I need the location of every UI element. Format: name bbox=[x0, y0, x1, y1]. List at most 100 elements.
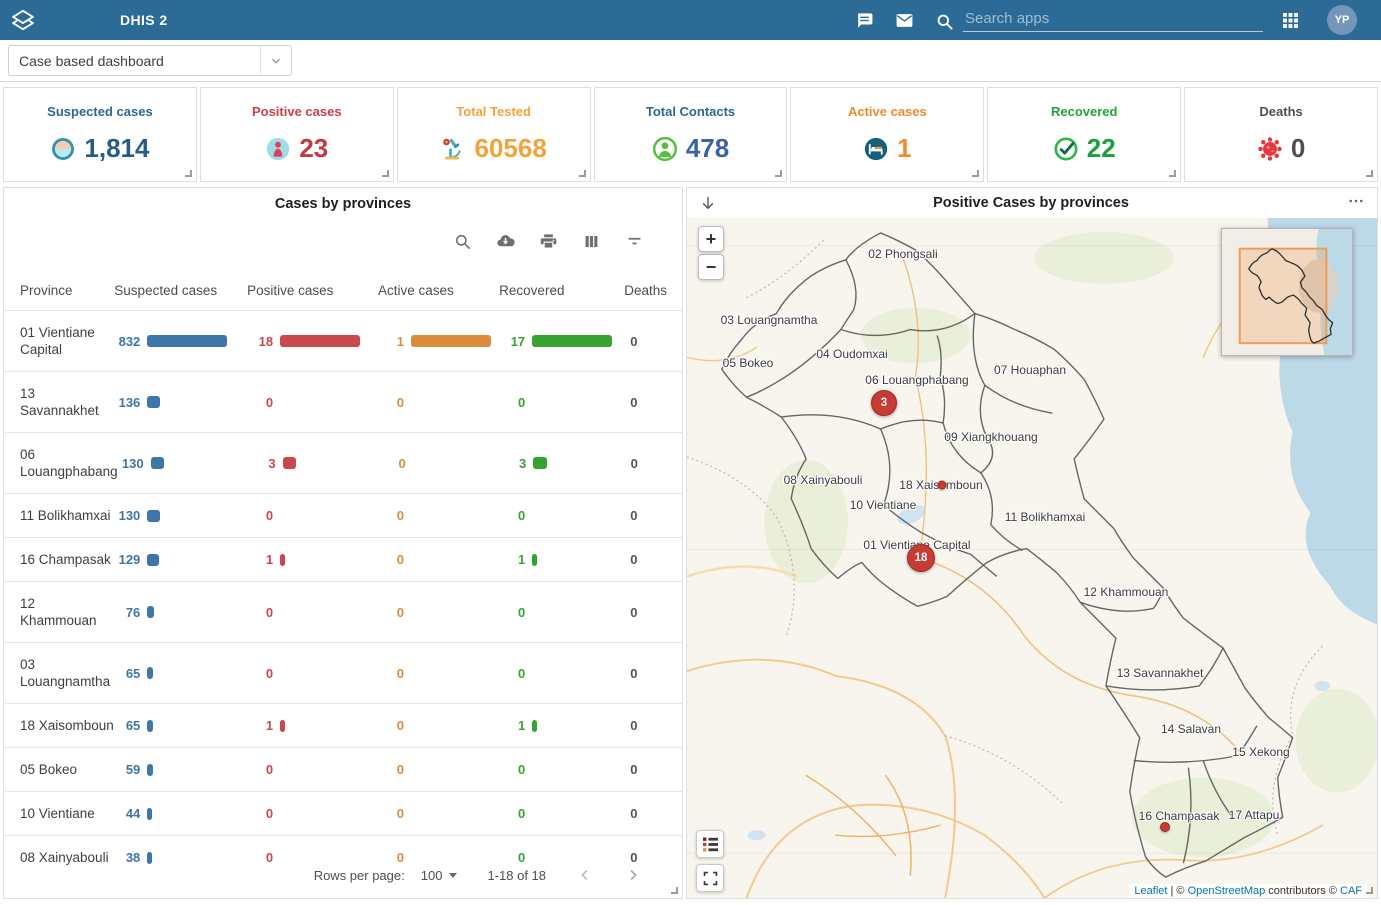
fullscreen-icon bbox=[702, 870, 719, 887]
deaths-cell: 0 bbox=[624, 605, 682, 620]
recovered-cell: 1 bbox=[499, 718, 624, 733]
card-resize-handle[interactable] bbox=[579, 170, 586, 177]
prev-page-button[interactable] bbox=[576, 866, 594, 884]
minimap-inset[interactable] bbox=[1221, 228, 1353, 356]
cell-value: 0 bbox=[378, 508, 404, 523]
card-resize-handle[interactable] bbox=[775, 170, 782, 177]
table-row[interactable]: 01 Vientiane Capital832181170 bbox=[4, 310, 682, 371]
panel-resize-handle[interactable] bbox=[1366, 887, 1373, 894]
column-header-active-cases[interactable]: Active cases bbox=[378, 283, 499, 298]
column-header-suspected-cases[interactable]: Suspected cases bbox=[114, 283, 247, 298]
carto-link[interactable]: CAF bbox=[1340, 885, 1362, 897]
positive-cell: 3 bbox=[250, 456, 380, 471]
active-cell: 0 bbox=[378, 395, 499, 410]
download-icon[interactable] bbox=[496, 232, 515, 251]
cell-value: 0 bbox=[499, 806, 525, 821]
leaflet-link[interactable]: Leaflet bbox=[1134, 885, 1167, 897]
search-apps-input[interactable] bbox=[963, 8, 1263, 32]
table-row[interactable]: 18 Xaisomboun651010 bbox=[4, 703, 682, 747]
kpi-card-total-contacts: Total Contacts478 bbox=[594, 87, 788, 182]
zoom-out-button[interactable]: − bbox=[698, 254, 724, 280]
case-bubble-marker[interactable]: 18 bbox=[907, 544, 935, 572]
microscope-icon bbox=[440, 136, 466, 162]
card-resize-handle[interactable] bbox=[185, 170, 192, 177]
dhis2-logo[interactable] bbox=[0, 0, 46, 40]
user-avatar[interactable]: YP bbox=[1327, 5, 1357, 35]
table-row[interactable]: 11 Bolikhamxai1300000 bbox=[4, 493, 682, 537]
province-label: 03 Louangnamtha bbox=[721, 313, 818, 327]
table-row[interactable]: 16 Champasak1291010 bbox=[4, 537, 682, 581]
suspected-cell: 129 bbox=[114, 552, 247, 567]
rows-per-page-select[interactable]: 100 bbox=[421, 868, 458, 883]
cell-value: 1 bbox=[499, 718, 525, 733]
value-bar bbox=[147, 764, 153, 776]
mail-icon[interactable] bbox=[893, 9, 915, 31]
case-dot-marker[interactable] bbox=[1160, 822, 1170, 832]
map-panel-header: Positive Cases by provinces bbox=[687, 188, 1377, 218]
active-cell: 0 bbox=[380, 456, 501, 471]
cell-value: 0 bbox=[247, 666, 273, 681]
kpi-card-active-cases: Active cases1 bbox=[790, 87, 984, 182]
kpi-value-row: 478 bbox=[652, 133, 729, 164]
card-resize-handle[interactable] bbox=[1366, 170, 1373, 177]
dashboard-selector-value: Case based dashboard bbox=[9, 53, 164, 69]
search-icon[interactable] bbox=[933, 10, 955, 32]
card-resize-handle[interactable] bbox=[972, 170, 979, 177]
hospital-bed-icon bbox=[863, 136, 889, 162]
map-panel-title: Positive Cases by provinces bbox=[717, 195, 1345, 211]
recovered-cell: 0 bbox=[499, 806, 624, 821]
active-cell: 0 bbox=[378, 605, 499, 620]
arrow-down-icon[interactable] bbox=[699, 194, 717, 212]
cell-value: 0 bbox=[624, 718, 638, 733]
case-bubble-marker[interactable]: 3 bbox=[871, 390, 897, 416]
print-icon[interactable] bbox=[539, 232, 558, 251]
legend-icon bbox=[702, 836, 719, 853]
column-header-province[interactable]: Province bbox=[4, 283, 114, 298]
recovered-cell: 17 bbox=[499, 334, 624, 349]
column-header-recovered[interactable]: Recovered bbox=[499, 283, 624, 298]
kpi-value: 0 bbox=[1291, 133, 1305, 164]
column-header-deaths[interactable]: Deaths bbox=[624, 283, 682, 298]
cell-value: 0 bbox=[380, 456, 406, 471]
value-bar bbox=[533, 457, 547, 469]
more-options-icon[interactable] bbox=[1345, 192, 1365, 215]
cell-value: 0 bbox=[378, 552, 404, 567]
columns-icon[interactable] bbox=[582, 232, 601, 251]
table-row[interactable]: 10 Vientiane440000 bbox=[4, 791, 682, 835]
kpi-value-row: 0 bbox=[1257, 133, 1305, 164]
table-row[interactable]: 12 Khammouan760000 bbox=[4, 581, 682, 642]
apps-grid-icon[interactable] bbox=[1279, 9, 1301, 31]
table-row[interactable]: 13 Savannakhet1360000 bbox=[4, 371, 682, 432]
table-row[interactable]: 05 Bokeo590000 bbox=[4, 747, 682, 791]
kpi-card-total-tested: Total Tested60568 bbox=[397, 87, 591, 182]
province-label: 02 Phongsali bbox=[868, 247, 937, 261]
cell-value: 0 bbox=[378, 605, 404, 620]
deaths-cell: 0 bbox=[624, 334, 682, 349]
next-page-button[interactable] bbox=[624, 866, 642, 884]
cell-value: 0 bbox=[247, 508, 273, 523]
column-header-positive-cases[interactable]: Positive cases bbox=[247, 283, 378, 298]
leaflet-map[interactable]: + − 02 Phongsali03 Louangnamtha05 Bokeo0… bbox=[687, 218, 1377, 898]
value-bar bbox=[147, 606, 154, 618]
card-resize-handle[interactable] bbox=[1169, 170, 1176, 177]
kpi-value-row: 1,814 bbox=[50, 133, 149, 164]
cell-value: 0 bbox=[499, 395, 525, 410]
fullscreen-button[interactable] bbox=[696, 864, 724, 892]
panel-resize-handle[interactable] bbox=[671, 887, 678, 894]
kpi-value-row: 60568 bbox=[440, 133, 546, 164]
zoom-in-button[interactable]: + bbox=[698, 226, 724, 252]
filter-icon[interactable] bbox=[625, 232, 644, 251]
legend-button[interactable] bbox=[696, 830, 724, 858]
app-title: DHIS 2 bbox=[120, 12, 168, 28]
messages-icon[interactable] bbox=[853, 9, 875, 31]
dashboard-selector[interactable]: Case based dashboard bbox=[8, 45, 292, 76]
table-row[interactable]: 03 Louangnamtha650000 bbox=[4, 642, 682, 703]
check-circle-icon bbox=[1053, 136, 1079, 162]
osm-link[interactable]: OpenStreetMap bbox=[1188, 885, 1266, 897]
card-resize-handle[interactable] bbox=[382, 170, 389, 177]
table-header-row: ProvinceSuspected casesPositive casesAct… bbox=[4, 257, 682, 310]
case-dot-marker[interactable] bbox=[938, 481, 947, 490]
table-row[interactable]: 06 Louangphabang1303030 bbox=[4, 432, 682, 493]
province-label: 08 Xainyabouli bbox=[784, 473, 863, 487]
search-icon[interactable] bbox=[453, 232, 472, 251]
